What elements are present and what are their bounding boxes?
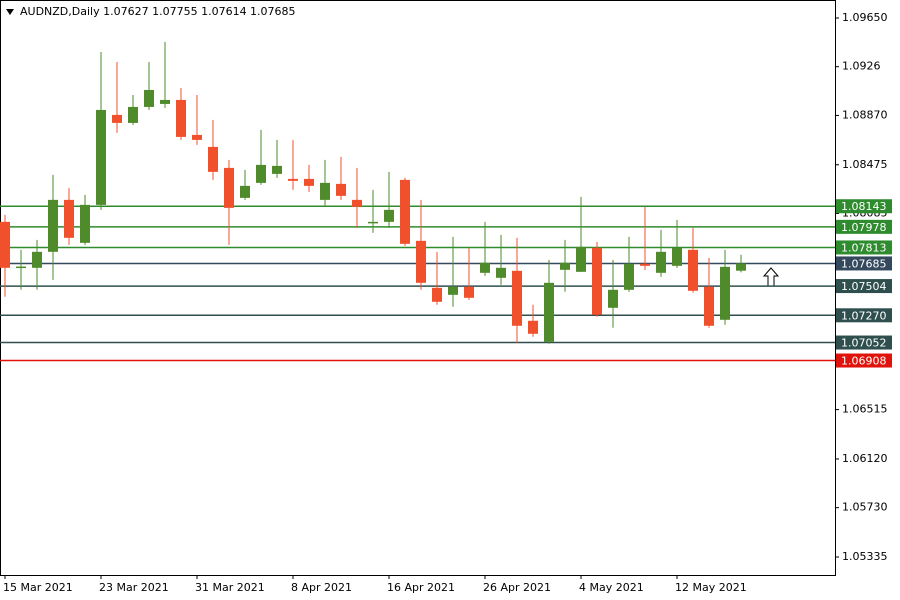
y-tick-label: 1.05335 xyxy=(842,550,888,563)
candle-body xyxy=(384,209,394,222)
x-tick-label: 12 May 2021 xyxy=(675,581,747,594)
candle-body xyxy=(256,164,266,183)
candle-body xyxy=(400,179,410,244)
level-label: 1.07270 xyxy=(841,309,887,322)
y-tick-label: 1.08870 xyxy=(842,108,888,121)
y-tick-label: 1.0926 xyxy=(842,60,881,73)
level-label: 1.08143 xyxy=(841,200,887,213)
candle-body xyxy=(240,185,250,198)
x-tick-label: 15 Mar 2021 xyxy=(3,581,73,594)
level-label-box xyxy=(836,353,892,368)
level-label: 1.07813 xyxy=(841,241,887,254)
candle-body xyxy=(336,183,346,196)
level-label-box xyxy=(836,279,892,294)
candle-body xyxy=(224,167,234,208)
candle-body xyxy=(464,286,474,298)
candle-body xyxy=(656,251,666,273)
candle-body xyxy=(496,267,506,278)
level-label-box xyxy=(836,240,892,255)
candle-body xyxy=(208,146,218,172)
y-tick-label: 1.06515 xyxy=(842,403,888,416)
level-label-box xyxy=(836,335,892,350)
candle-body xyxy=(288,178,298,181)
level-label-box xyxy=(836,199,892,214)
candle-body xyxy=(720,266,730,320)
level-label-box xyxy=(836,308,892,323)
candle-body xyxy=(608,289,618,308)
y-tick-label: 1.05730 xyxy=(842,501,888,514)
candle-body xyxy=(176,99,186,137)
candle-body xyxy=(480,262,490,273)
y-tick-label: 1.08475 xyxy=(842,158,888,171)
candle-body xyxy=(128,106,138,123)
candle-body xyxy=(368,221,378,224)
x-tick-label: 31 Mar 2021 xyxy=(195,581,265,594)
x-tick-label: 4 May 2021 xyxy=(579,581,644,594)
candle-body xyxy=(560,262,570,270)
candle-body xyxy=(96,109,106,205)
y-tick-label: 1.09650 xyxy=(842,11,888,24)
candle-body xyxy=(704,286,714,326)
candle-body xyxy=(160,99,170,104)
candle-body xyxy=(672,247,682,266)
x-tick-label: 8 Apr 2021 xyxy=(291,581,352,594)
candle-body xyxy=(80,204,90,243)
candle-body xyxy=(624,263,634,290)
candle-body xyxy=(64,199,74,238)
candle-body xyxy=(528,320,538,334)
x-tick-label: 16 Apr 2021 xyxy=(387,581,455,594)
candle-body xyxy=(512,270,522,326)
candle-body xyxy=(112,114,122,123)
level-label: 1.06908 xyxy=(841,355,887,368)
candle-body xyxy=(192,134,202,140)
candle-body xyxy=(432,287,442,302)
chart-title: AUDNZD,Daily 1.07627 1.07755 1.07614 1.0… xyxy=(20,5,296,18)
candle-body xyxy=(544,282,554,342)
candle-body xyxy=(736,263,746,271)
candle-body xyxy=(352,199,362,207)
symbol-menu-arrow[interactable] xyxy=(6,9,14,15)
candle-body xyxy=(688,249,698,291)
candle-body xyxy=(640,263,650,266)
x-tick-label: 23 Mar 2021 xyxy=(99,581,169,594)
candle-body xyxy=(592,247,602,315)
y-tick-label: 1.06120 xyxy=(842,452,888,465)
level-label: 1.07685 xyxy=(841,257,887,270)
candle-body xyxy=(304,178,314,186)
level-label-box xyxy=(836,256,892,271)
candle-body xyxy=(320,182,330,200)
candle-body xyxy=(48,199,58,252)
candle-body xyxy=(416,240,426,283)
candle-body xyxy=(16,266,26,269)
candle-body xyxy=(32,251,42,268)
candle-body xyxy=(272,165,282,174)
candle-body xyxy=(448,286,458,295)
level-label: 1.07978 xyxy=(841,221,887,234)
level-label: 1.07504 xyxy=(841,280,887,293)
candle-body xyxy=(144,89,154,107)
candle-body xyxy=(576,246,586,272)
x-tick-label: 26 Apr 2021 xyxy=(483,581,551,594)
level-label: 1.07052 xyxy=(841,337,887,350)
candle-body xyxy=(0,221,10,268)
level-label-box xyxy=(836,219,892,234)
